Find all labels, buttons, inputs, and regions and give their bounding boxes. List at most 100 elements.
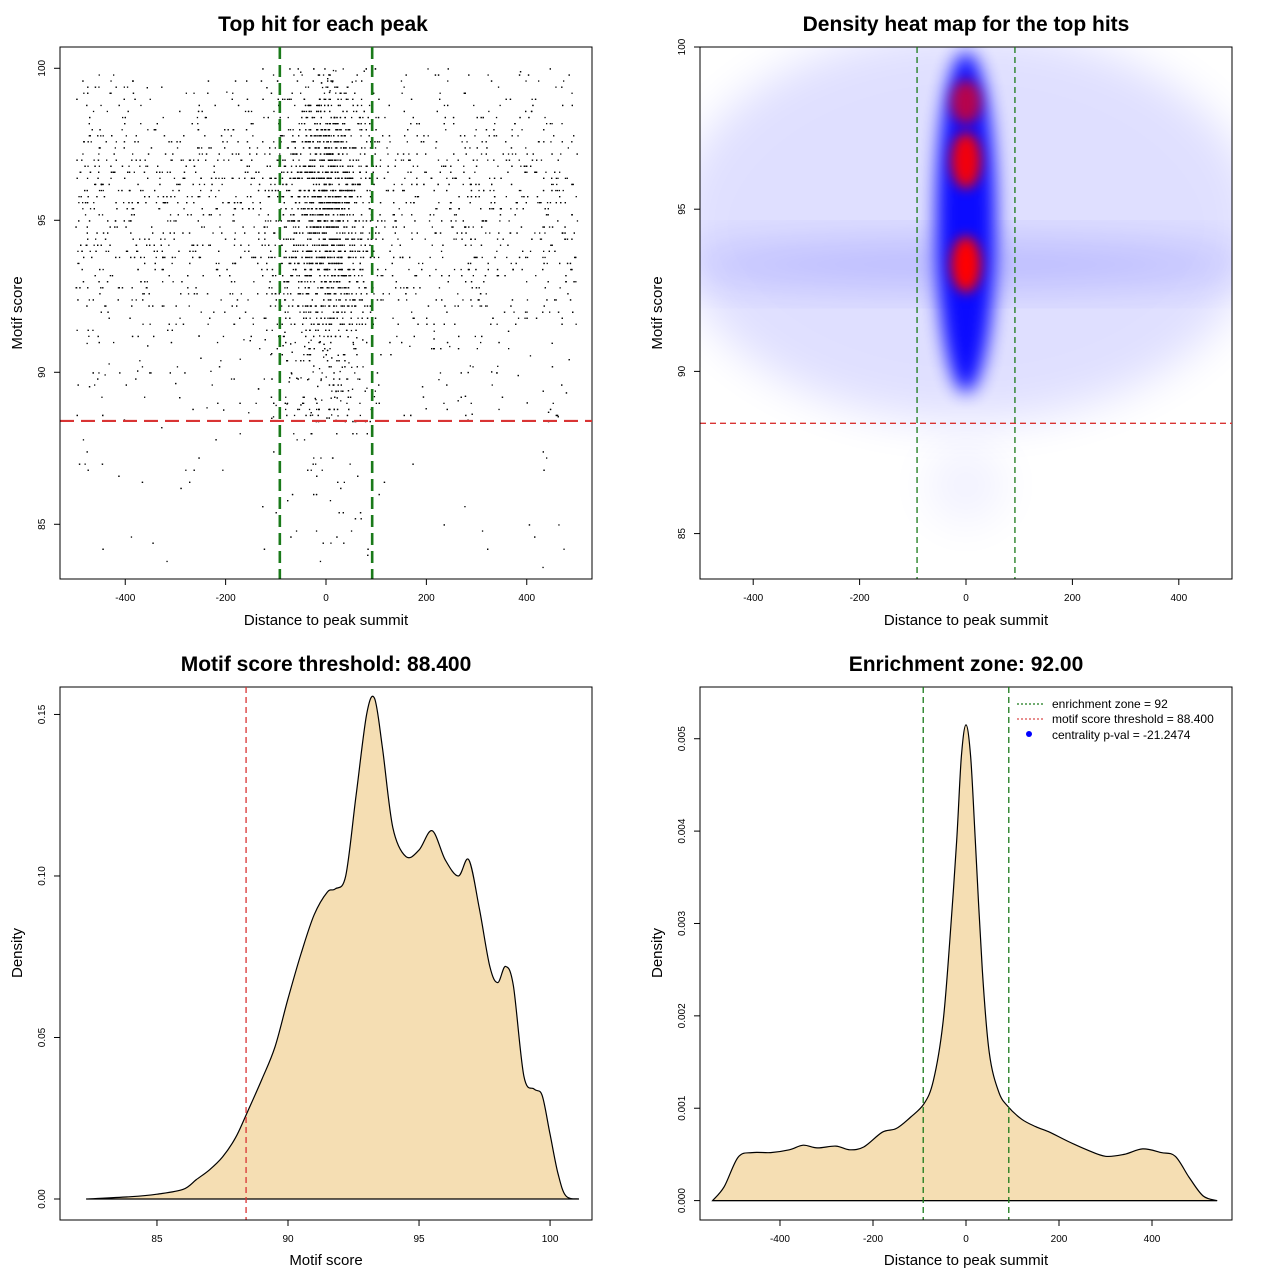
scatter-point: [311, 226, 313, 228]
scatter-point: [360, 98, 363, 100]
scatter-point: [244, 177, 246, 179]
scatter-point: [296, 153, 298, 155]
scatter-point: [360, 244, 362, 246]
scatter-point: [470, 196, 473, 198]
scatter-point: [335, 141, 337, 143]
scatter-point: [207, 92, 209, 94]
scatter-point: [327, 250, 329, 252]
scatter-point: [189, 262, 191, 265]
scatter-point: [258, 232, 260, 234]
scatter-point: [379, 159, 382, 161]
scatter-point: [117, 189, 120, 192]
scatter-point: [330, 341, 332, 344]
scatter-point: [357, 378, 359, 380]
scatter-point: [352, 171, 354, 173]
scatter-point: [313, 159, 315, 161]
scatter-point: [338, 268, 341, 271]
scatter-point: [476, 116, 478, 119]
scatter-point: [472, 275, 474, 277]
scatter-point: [412, 463, 414, 465]
scatter-point: [308, 220, 310, 222]
scatter-point: [308, 177, 310, 179]
scatter-point: [305, 268, 307, 271]
scatter-point: [562, 104, 564, 107]
scatter-point: [338, 141, 340, 143]
scatter-point: [494, 202, 496, 204]
scatter-point: [345, 202, 348, 204]
scatter-point: [296, 80, 299, 82]
scatter-point: [328, 159, 330, 161]
scatter-point: [315, 530, 318, 532]
scatter-point: [337, 384, 339, 386]
scatter-point: [496, 268, 499, 271]
scatter-point: [250, 183, 252, 186]
scatter-point: [280, 220, 282, 222]
scatter-point: [202, 275, 204, 277]
scatter-point: [518, 74, 521, 76]
scatter-point: [414, 220, 416, 222]
scatter-point: [140, 104, 142, 107]
scatter-point: [330, 542, 332, 544]
scatter-point: [255, 171, 257, 173]
scatter-point: [337, 262, 340, 265]
scatter-point: [325, 220, 327, 222]
scatter-point: [403, 86, 405, 88]
scatter-point: [305, 135, 308, 137]
scatter-point: [515, 202, 517, 204]
scatter-point: [346, 305, 349, 307]
scatter-point: [572, 183, 574, 186]
scatter-point: [285, 341, 287, 344]
scatter-point: [290, 293, 292, 295]
scatter-point: [555, 86, 557, 88]
scatter-point: [571, 183, 573, 186]
scatter-point: [302, 396, 304, 398]
scatter-point: [464, 135, 466, 137]
scatter-point: [180, 159, 182, 161]
scatter-point: [327, 129, 329, 131]
scatter-point: [475, 196, 477, 198]
scatter-point: [397, 323, 399, 325]
scatter-point: [352, 256, 354, 259]
scatter-point: [315, 256, 318, 259]
scatter-point: [283, 171, 285, 173]
scatter-point: [393, 183, 395, 186]
scatter-point: [204, 135, 206, 137]
scatter-point: [344, 196, 346, 198]
scatter-point: [316, 244, 318, 246]
scatter-point: [86, 177, 89, 179]
scatter-point: [309, 305, 312, 307]
scatter-point: [264, 244, 266, 246]
scatter-point: [323, 110, 326, 113]
scatter-point: [525, 80, 527, 82]
scatter-point: [575, 281, 577, 283]
scatter-point: [289, 377, 291, 379]
scatter-point: [94, 384, 96, 386]
scatter-point: [115, 159, 117, 161]
scatter-point: [267, 196, 270, 198]
scatter-point: [353, 268, 355, 271]
scatter-point: [179, 110, 181, 113]
scatter-point: [339, 92, 341, 94]
scatter-point: [320, 110, 322, 113]
scatter-point: [328, 147, 330, 149]
scatter-point: [284, 299, 286, 301]
scatter-point: [360, 104, 363, 107]
scatter-point: [342, 317, 344, 319]
scatter-point: [281, 262, 283, 265]
scatter-point: [144, 396, 146, 398]
scatter-point: [339, 335, 341, 338]
scatter-point: [309, 141, 311, 143]
scatter-point: [98, 372, 100, 374]
scatter-point: [287, 189, 290, 192]
scatter-point: [356, 281, 358, 283]
scatter-point: [342, 354, 345, 356]
scatter-point: [380, 299, 382, 301]
scatter-point: [86, 226, 88, 228]
scatter-point: [315, 305, 317, 307]
scatter-point: [166, 202, 169, 204]
scatter-point: [294, 341, 296, 344]
scatter-point: [282, 196, 285, 198]
scatter-point: [239, 317, 241, 319]
scatter-point: [192, 408, 194, 411]
scatter-point: [450, 220, 452, 222]
